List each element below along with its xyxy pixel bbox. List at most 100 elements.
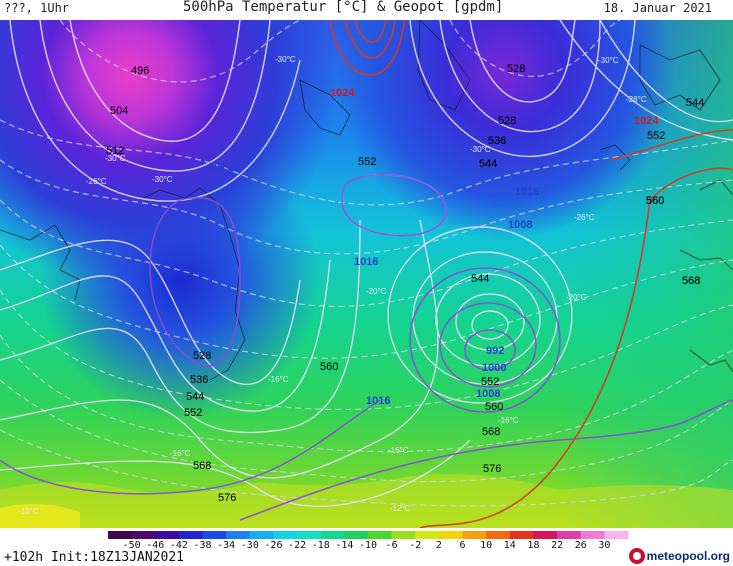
pressure-label: 1016	[515, 186, 539, 198]
warm-band-south	[0, 474, 733, 528]
geopot-label: 512	[106, 145, 124, 157]
map-canvas: 496 504 512 528 536 544 552 560 568 576 …	[0, 20, 733, 528]
geopot-label: 552	[481, 376, 499, 388]
color-scale-tick: -38	[194, 540, 212, 550]
color-scale-swatch	[178, 531, 204, 539]
geopotential-labels: 496 504 512 528 536 544 552 560 568 576 …	[106, 63, 704, 504]
color-scale-tick: -22	[288, 540, 306, 550]
color-scale-tick: 2	[436, 540, 442, 550]
color-scale: -50 -46 -42 -38 -34 -30 -26 -22 -18 -14 -10 -6 -2 2 6 1…	[108, 531, 629, 550]
color-scale-swatch	[462, 531, 487, 539]
color-scale-tick: -10	[359, 540, 377, 550]
temp-label: -16°C	[170, 449, 191, 458]
temp-label: -30°C	[105, 154, 126, 163]
weather-map: 496 504 512 528 536 544 552 560 568 576 …	[0, 20, 733, 528]
isobars-low	[0, 173, 733, 521]
color-scale-swatch	[368, 531, 393, 539]
geopot-label: 552	[184, 407, 202, 419]
temp-label: -28°C	[626, 95, 647, 104]
color-scale-swatch	[533, 531, 558, 539]
color-scale-swatch	[297, 531, 322, 539]
temp-label: -16°C	[388, 446, 409, 455]
color-scale-tick: -14	[335, 540, 353, 550]
color-scale-swatch	[344, 531, 369, 539]
geopot-label: 568	[482, 426, 500, 438]
temp-label: -30°C	[275, 55, 296, 64]
color-scale-swatch	[202, 531, 227, 539]
color-scale-tick: -46	[146, 540, 164, 550]
color-scale-swatch	[226, 531, 251, 539]
pressure-label: 1024	[634, 115, 659, 127]
color-scale-swatch	[273, 531, 298, 539]
geopot-label: 552	[647, 130, 665, 142]
valid-date: 18. Januar 2021	[603, 1, 712, 15]
color-scale-swatch	[155, 531, 180, 539]
color-scale-tick: -30	[241, 540, 259, 550]
color-scale-tick: -34	[217, 540, 235, 550]
pressure-label: 992	[486, 345, 504, 357]
temp-label: -16°C	[268, 375, 289, 384]
cold-pool-northwest	[0, 20, 733, 528]
color-scale-swatch	[509, 531, 534, 539]
color-scale-swatch	[557, 531, 582, 539]
pressure-label: 1016	[354, 256, 378, 268]
meteopool-logo-text: meteopool.org	[646, 549, 730, 563]
valid-day-label: ???, 1Uhr	[4, 1, 70, 15]
geopot-label: 544	[479, 158, 497, 170]
temp-label: -26°C	[574, 213, 595, 222]
temp-label: -20°C	[566, 293, 587, 302]
temperature-labels: -30°C -30°C -30°C -30°C -30°C -28°C -26°…	[18, 55, 647, 516]
color-scale-tick: -6	[386, 540, 398, 550]
geopot-label: 536	[488, 135, 506, 147]
geopot-label: 528	[507, 63, 525, 75]
temp-label: -30°C	[598, 56, 619, 65]
geopot-label: 560	[320, 361, 338, 373]
warm-spot-southwest	[0, 503, 80, 528]
color-scale-swatch	[415, 531, 440, 539]
color-scale-tick: 22	[551, 540, 563, 550]
color-scale-swatch	[249, 531, 274, 539]
color-scale-swatch	[604, 531, 629, 539]
pressure-label: 1016	[208, 161, 232, 173]
geopot-label: 496	[131, 65, 149, 77]
pressure-label: 1024	[330, 87, 355, 99]
pressure-label: 1016	[366, 395, 390, 407]
temp-label: -10°C	[18, 507, 39, 516]
color-scale-tick: -2	[409, 540, 421, 550]
color-scale-tick: 14	[504, 540, 516, 550]
meteopool-logo-icon	[628, 548, 645, 564]
geopot-label: 544	[686, 97, 704, 109]
map-header: ???, 1Uhr 500hPa Temperatur [°C] & Geopo…	[0, 0, 733, 20]
isobars-high	[329, 20, 733, 528]
geopot-label: 544	[479, 158, 497, 170]
temp-label: -30°C	[470, 145, 491, 154]
color-scale-swatch	[131, 531, 156, 539]
temp-label: -20°C	[366, 287, 387, 296]
geopot-label: 568	[193, 460, 211, 472]
geopot-label: 528	[498, 115, 516, 127]
color-scale-tick: 30	[598, 540, 610, 550]
pressure-label: 1008	[508, 219, 532, 231]
model-run-info: +102h Init:18Z13JAN2021	[4, 550, 185, 565]
color-scale-swatch	[580, 531, 605, 539]
temp-label: -26°C	[86, 177, 107, 186]
color-scale-tick: 18	[527, 540, 539, 550]
geopot-label: 504	[110, 105, 128, 117]
color-scale-tick: -18	[312, 540, 330, 550]
geopot-label: 536	[190, 374, 208, 386]
geopot-label: 544	[186, 391, 204, 403]
color-scale-tick: 6	[460, 540, 466, 550]
color-scale-swatch	[108, 531, 133, 539]
color-scale-swatch	[486, 531, 511, 539]
pressure-labels: 1024 1024 1016 1016 1008 1000 992 1008 1…	[208, 87, 659, 407]
geopot-label: 576	[218, 492, 236, 504]
geopot-label: 552	[358, 156, 376, 168]
geopot-label: 568	[682, 275, 700, 287]
geopot-label: 544	[471, 273, 489, 285]
color-scale-swatch	[438, 531, 464, 539]
temp-label: -12°C	[390, 504, 411, 513]
color-scale-tick: 10	[480, 540, 492, 550]
meteopool-logo[interactable]: meteopool.org	[628, 548, 730, 564]
pressure-label: 1000	[482, 362, 506, 374]
color-scale-tick: -50	[123, 540, 141, 550]
